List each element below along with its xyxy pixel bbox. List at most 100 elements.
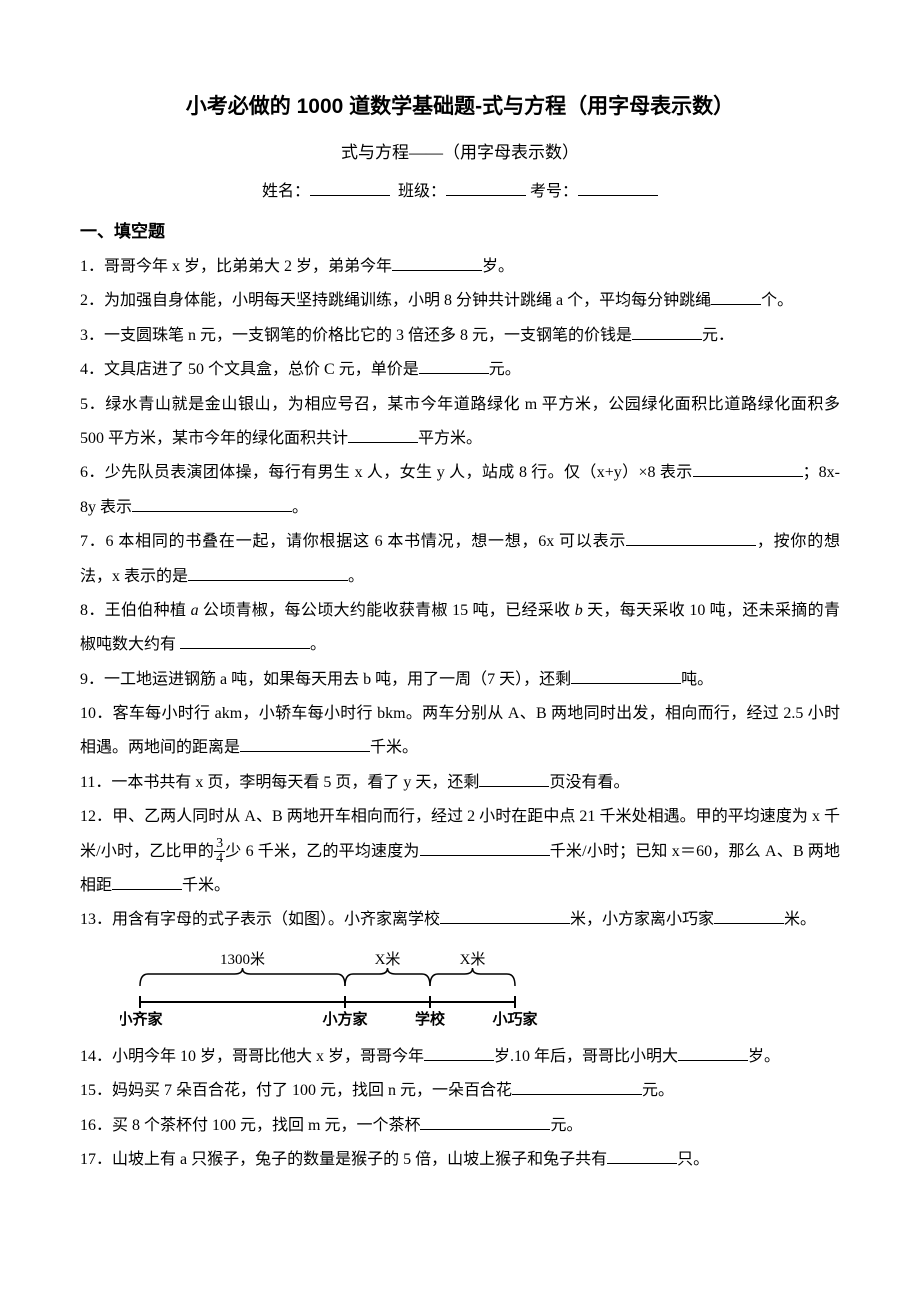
answer-blank <box>512 1080 642 1095</box>
q-num: 5． <box>80 396 105 413</box>
answer-blank <box>348 428 418 443</box>
question-6: 6．少先队员表演团体操，每行有男生 x 人，女生 y 人，站成 8 行。仅（x+… <box>80 456 840 525</box>
answer-blank <box>693 462 803 477</box>
q-num: 17． <box>80 1151 112 1168</box>
svg-text:1300米: 1300米 <box>220 951 265 968</box>
answer-blank <box>240 737 370 752</box>
svg-text:X米: X米 <box>460 951 486 968</box>
q-text: 王伯伯种植 <box>105 602 191 619</box>
question-14: 14．小明今年 10 岁，哥哥比他大 x 岁，哥哥今年岁.10 年后，哥哥比小明… <box>80 1040 840 1074</box>
q-num: 13． <box>80 911 112 928</box>
q-num: 1． <box>80 258 104 275</box>
question-2: 2．为加强自身体能，小明每天坚持跳绳训练，小明 8 分钟共计跳绳 a 个，平均每… <box>80 284 840 318</box>
question-8: 8．王伯伯种植 a 公顷青椒，每公顷大约能收获青椒 15 吨，已经采收 b 天，… <box>80 594 840 663</box>
svg-text:小齐家: 小齐家 <box>120 1010 163 1028</box>
answer-blank <box>419 359 489 374</box>
section-header: 一、填空题 <box>80 217 840 242</box>
q-text: 元。 <box>550 1117 582 1134</box>
q-num: 4． <box>80 361 104 378</box>
q-text: 吨。 <box>681 671 713 688</box>
q-text: 平方米。 <box>418 430 482 447</box>
answer-blank <box>420 840 550 855</box>
q-text: 千米。 <box>182 877 230 894</box>
question-13: 13．用含有字母的式子表示（如图）。小齐家离学校米，小方家离小巧家米。 <box>80 903 840 937</box>
q-text: 元． <box>702 327 734 344</box>
question-9: 9．一工地运进钢筋 a 吨，如果每天用去 b 吨，用了一周（7 天），还剩 吨。 <box>80 663 840 697</box>
answer-blank <box>180 634 310 649</box>
id-label: 考号： <box>530 183 578 200</box>
question-16: 16．买 8 个茶杯付 100 元，找回 m 元，一个茶杯 元。 <box>80 1109 840 1143</box>
q-text: 买 8 个茶杯付 100 元，找回 m 元，一个茶杯 <box>112 1117 420 1134</box>
diagram-svg: 1300米X米X米小齐家小方家学校小巧家 <box>120 944 540 1034</box>
q-text: 公顷青椒，每公顷大约能收获青椒 15 吨，已经采收 <box>199 602 575 619</box>
q-text: 页没有看。 <box>549 774 629 791</box>
q-num: 2． <box>80 292 104 309</box>
q-text: 岁。 <box>482 258 514 275</box>
answer-blank <box>440 909 570 924</box>
name-blank <box>310 180 390 196</box>
q-text: 为加强自身体能，小明每天坚持跳绳训练，小明 8 分钟共计跳绳 a 个，平均每分钟… <box>104 292 711 309</box>
question-7: 7．6 本相同的书叠在一起，请你根据这 6 本书情况，想一想，6x 可以表示，按… <box>80 525 840 594</box>
q-text: 一支圆珠笔 n 元，一支钢笔的价格比它的 3 倍还多 8 元，一支钢笔的价钱是 <box>104 327 632 344</box>
answer-blank <box>626 531 756 546</box>
q-num: 7． <box>80 533 106 550</box>
q-text: 用含有字母的式子表示（如图）。小齐家离学校 <box>112 911 440 928</box>
page-title: 小考必做的 1000 道数学基础题-式与方程（用字母表示数） <box>80 90 840 120</box>
frac-num: 3 <box>214 837 225 852</box>
answer-blank <box>607 1149 677 1164</box>
q-text: 一本书共有 x 页，李明每天看 5 页，看了 y 天，还剩 <box>111 774 479 791</box>
question-12: 12．甲、乙两人同时从 A、B 两地开车相向而行，经过 2 小时在距中点 21 … <box>80 800 840 903</box>
q-num: 9． <box>80 671 104 688</box>
answer-blank <box>420 1114 550 1129</box>
italic-a: a <box>191 602 199 619</box>
answer-blank <box>188 565 348 580</box>
svg-text:学校: 学校 <box>415 1010 446 1028</box>
q-text: 少先队员表演团体操，每行有男生 x 人，女生 y 人，站成 8 行。仅（x+y）… <box>105 464 693 481</box>
question-17: 17．山坡上有 a 只猴子，兔子的数量是猴子的 5 倍，山坡上猴子和兔子共有 只。 <box>80 1143 840 1177</box>
distance-diagram: 1300米X米X米小齐家小方家学校小巧家 <box>120 944 840 1034</box>
q-num: 3． <box>80 327 104 344</box>
answer-blank <box>424 1046 494 1061</box>
fraction: 34 <box>214 837 225 866</box>
q-num: 16． <box>80 1117 112 1134</box>
q-text: 6 本相同的书叠在一起，请你根据这 6 本书情况，想一想，6x 可以表示 <box>106 533 627 550</box>
answer-blank <box>392 256 482 271</box>
q-text: 一工地运进钢筋 a 吨，如果每天用去 b 吨，用了一周（7 天），还剩 <box>104 671 571 688</box>
q-text: 山坡上有 a 只猴子，兔子的数量是猴子的 5 倍，山坡上猴子和兔子共有 <box>112 1151 607 1168</box>
q-text: 。 <box>310 636 326 653</box>
question-1: 1．哥哥今年 x 岁，比弟弟大 2 岁，弟弟今年 岁。 <box>80 250 840 284</box>
question-15: 15．妈妈买 7 朵百合花，付了 100 元，找回 n 元，一朵百合花元。 <box>80 1074 840 1108</box>
q-text: 哥哥今年 x 岁，比弟弟大 2 岁，弟弟今年 <box>104 258 392 275</box>
italic-b: b <box>575 602 583 619</box>
answer-blank <box>714 909 784 924</box>
q-text: 个。 <box>761 292 793 309</box>
q-text: 千米。 <box>370 739 418 756</box>
answer-blank <box>632 325 702 340</box>
question-11: 11．一本书共有 x 页，李明每天看 5 页，看了 y 天，还剩 页没有看。 <box>80 766 840 800</box>
q-num: 11． <box>80 774 111 791</box>
question-10: 10．客车每小时行 akm，小轿车每小时行 bkm。两车分别从 A、B 两地同时… <box>80 697 840 766</box>
q-text: 。 <box>348 568 364 585</box>
frac-den: 4 <box>214 852 225 866</box>
q-text: 只。 <box>677 1151 709 1168</box>
q-text: 米，小方家离小巧家 <box>570 911 714 928</box>
q-text: 妈妈买 7 朵百合花，付了 100 元，找回 n 元，一朵百合花 <box>112 1082 512 1099</box>
answer-blank <box>571 669 681 684</box>
q-text: 元。 <box>489 361 521 378</box>
question-4: 4．文具店进了 50 个文具盒，总价 C 元，单价是元。 <box>80 353 840 387</box>
id-blank <box>578 180 658 196</box>
class-label: 班级： <box>398 183 446 200</box>
answer-blank <box>112 875 182 890</box>
q-text: 岁.10 年后，哥哥比小明大 <box>494 1048 678 1065</box>
answer-blank <box>479 772 549 787</box>
question-3: 3．一支圆珠笔 n 元，一支钢笔的价格比它的 3 倍还多 8 元，一支钢笔的价钱… <box>80 319 840 353</box>
class-blank <box>446 180 526 196</box>
q-text: 岁。 <box>748 1048 780 1065</box>
answer-blank <box>132 497 292 512</box>
q-num: 8． <box>80 602 105 619</box>
name-label: 姓名： <box>262 183 310 200</box>
q-num: 6． <box>80 464 105 481</box>
svg-text:小方家: 小方家 <box>322 1010 367 1028</box>
answer-blank <box>711 290 761 305</box>
answer-blank <box>678 1046 748 1061</box>
